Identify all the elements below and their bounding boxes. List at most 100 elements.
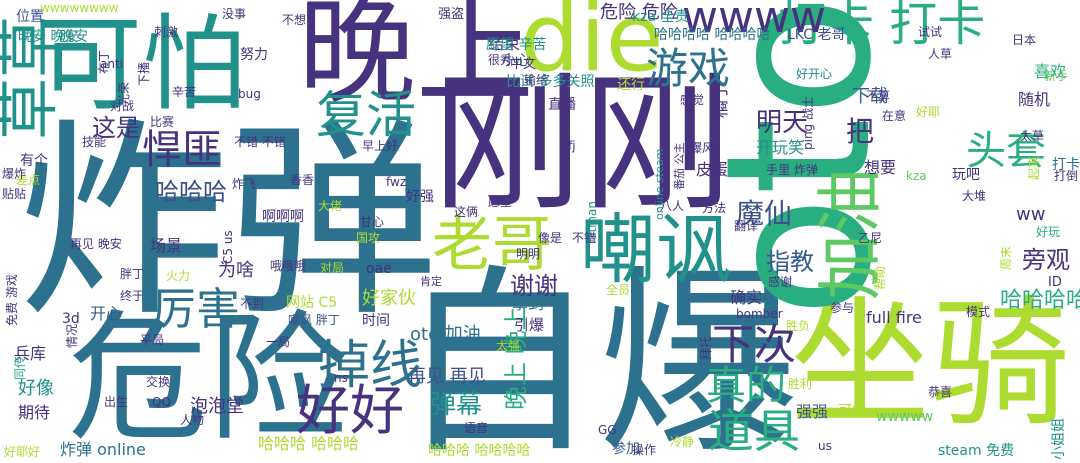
word-moxian: 魔仙 bbox=[736, 197, 793, 230]
word-shishi: 试试 bbox=[918, 25, 943, 39]
word-busuan: 不算 bbox=[866, 89, 891, 103]
word-die: die bbox=[520, 0, 664, 93]
word-zaiyi: 在意 bbox=[882, 109, 907, 123]
word-bangzhu: 帮助 bbox=[873, 265, 887, 290]
word-fuhuo: 复活 bbox=[316, 86, 416, 144]
word-ffj: ffj bbox=[564, 139, 576, 153]
word-shugei: 输给 bbox=[524, 73, 549, 87]
word-duiju: 对局 bbox=[320, 261, 345, 275]
word-fanqie-gongzhu: 番茄 公主 bbox=[673, 142, 686, 191]
word-us: us bbox=[818, 439, 832, 453]
word-wwwww: wwwww bbox=[876, 409, 934, 425]
word-ping-zhanshi: ping 战士 bbox=[801, 96, 815, 150]
word-gongxi: 恭喜 bbox=[928, 385, 953, 399]
word-haoyehao: 好耶好 bbox=[4, 445, 41, 459]
word-ganjue: 感觉 bbox=[680, 93, 705, 107]
word-weixian-weixian: 危险 危险 bbox=[600, 2, 678, 23]
word-xiabo: 下播 bbox=[137, 61, 151, 86]
word-bomber: bomber bbox=[736, 307, 783, 321]
word-bucuo-bucuo: 不错 不错 bbox=[234, 135, 286, 149]
word-tongchuan: 同传 bbox=[13, 355, 27, 380]
word-wanshang: 晚上 bbox=[298, 0, 535, 120]
word-xiangyao: 想要 bbox=[864, 158, 897, 177]
word-yougge: 有个 bbox=[20, 153, 48, 169]
word-wanan-wanan: 晚安 晚安 bbox=[18, 29, 79, 45]
word-daka: 打卡 bbox=[1052, 157, 1080, 173]
word-yuyin: 语音 bbox=[464, 421, 489, 435]
word-hahaha-hahaha: 哈哈哈 哈哈哈 bbox=[258, 434, 360, 453]
word-kaiwanxiao: 开玩笑 bbox=[756, 138, 805, 157]
word-wwwwwwww: wwwwwwww bbox=[40, 1, 119, 15]
word-zuoqi: 坐骑 bbox=[790, 283, 1071, 446]
word-zhafei: 炸飞 bbox=[232, 177, 257, 191]
word-hahaha: 哈哈哈 bbox=[155, 178, 227, 206]
word-fangfa: 方法 bbox=[702, 201, 727, 215]
word-hahahaha-hahahaha: 哈哈哈哈 哈哈哈哈 bbox=[654, 27, 771, 43]
word-danmu: 弹幕 bbox=[430, 390, 483, 420]
word-chaofeng-pangding: 嘲讽 胖丁 bbox=[288, 313, 340, 327]
word-qiangqiang: 强强 bbox=[796, 402, 829, 421]
word-lengjing: 冷静 bbox=[670, 435, 695, 449]
word-jieshu: 结束 bbox=[488, 34, 521, 53]
word-yuanwang: 愿望 bbox=[488, 195, 513, 209]
word-baozha: 爆炸 bbox=[2, 167, 27, 181]
word-bishi: 比试 多多关照 bbox=[506, 74, 595, 90]
word-pangding: 胖丁 bbox=[120, 267, 145, 281]
word-mianfei-youxi: 免费 游戏 bbox=[5, 274, 19, 326]
word-zhibo: 直播 bbox=[548, 97, 576, 113]
word-qiangdao: 强盗 bbox=[438, 7, 465, 22]
word-bingku: 兵库 bbox=[14, 344, 47, 363]
word-duizhan: 对战 bbox=[110, 99, 135, 113]
word-shengfu: 胜负 bbox=[786, 319, 811, 333]
word-weixian: 危险 bbox=[68, 298, 349, 461]
word-xihuan: 喜欢 bbox=[1034, 62, 1067, 81]
word-kza-quanze: kza 全责 bbox=[632, 9, 689, 25]
word-ganggang: 刚刚 bbox=[432, 58, 733, 232]
word-ganxin: 甘心 bbox=[360, 215, 385, 229]
word-mingtian: 明天 bbox=[756, 108, 809, 138]
word-bug: bug bbox=[238, 87, 261, 101]
word-canjia: 参加 bbox=[612, 441, 640, 457]
word-steam-mianfei: steam 免费 bbox=[938, 443, 1015, 459]
word-nadao: 拿到 bbox=[512, 294, 545, 313]
word-kepa: 可怕 bbox=[38, 3, 247, 125]
word-chusheng: 出生 bbox=[104, 395, 129, 409]
word-full-fire: full fire bbox=[866, 308, 922, 327]
word-zaijian-zaijian: 再见 再见 bbox=[408, 366, 486, 387]
word-changjing: 场景 bbox=[150, 236, 183, 255]
word-hanfei: 悍匪 bbox=[142, 127, 222, 173]
word-shengli: 胜利 bbox=[788, 377, 813, 391]
word-bucuo: 不错 bbox=[572, 231, 597, 245]
word-xiaoxin: 小心 bbox=[502, 53, 530, 69]
word-weizhi: 位置 bbox=[16, 9, 44, 25]
word-oae: oae bbox=[366, 261, 392, 277]
word-shouli-zhadan: 手里 炸弹 bbox=[766, 163, 818, 177]
word-pangguan: 旁观 bbox=[1022, 246, 1070, 274]
word-baituo: 拜托 bbox=[699, 335, 713, 360]
word-guogong: 国攻 bbox=[356, 231, 381, 245]
word-3d: 3d bbox=[62, 311, 80, 327]
word-guangrong: 光荣 bbox=[117, 81, 131, 106]
word-yini: 乙尼 bbox=[858, 231, 883, 245]
word-pingju: 平局 bbox=[140, 333, 165, 347]
word-haoye: 好耶 bbox=[916, 105, 941, 119]
word-shijian: 时间 bbox=[362, 313, 390, 329]
word-qilai: 起来 bbox=[1027, 155, 1041, 180]
word-wangzhan-c5: 网站 C5 bbox=[286, 295, 338, 311]
word-hahaha-hahahaha: 哈哈哈 哈哈哈哈 bbox=[428, 443, 531, 459]
word-qq: QQ bbox=[152, 395, 171, 409]
word-haojiahuo: 好家伙 bbox=[362, 288, 416, 309]
word-zhongyu: 终于 bbox=[120, 289, 145, 303]
word-ganxie: 感谢 bbox=[768, 275, 793, 289]
word-meishi: 没事 bbox=[222, 7, 247, 21]
word-riben: 日本 bbox=[1012, 33, 1037, 47]
word-daoju: 道具 bbox=[708, 404, 800, 458]
word-fanyi: 翻译 bbox=[734, 219, 759, 233]
word-paopaotang: 泡泡堂 bbox=[190, 396, 244, 417]
word-chadian: 差点 bbox=[16, 173, 41, 187]
word-renwu: 人物 bbox=[180, 413, 205, 427]
word-xiangshi: 像是 bbox=[538, 231, 563, 245]
word-diaoxian: 掉线 bbox=[318, 336, 423, 396]
word-aaaaa: 啊啊啊 bbox=[262, 209, 304, 225]
word-dadui: 大堆 bbox=[962, 189, 987, 203]
